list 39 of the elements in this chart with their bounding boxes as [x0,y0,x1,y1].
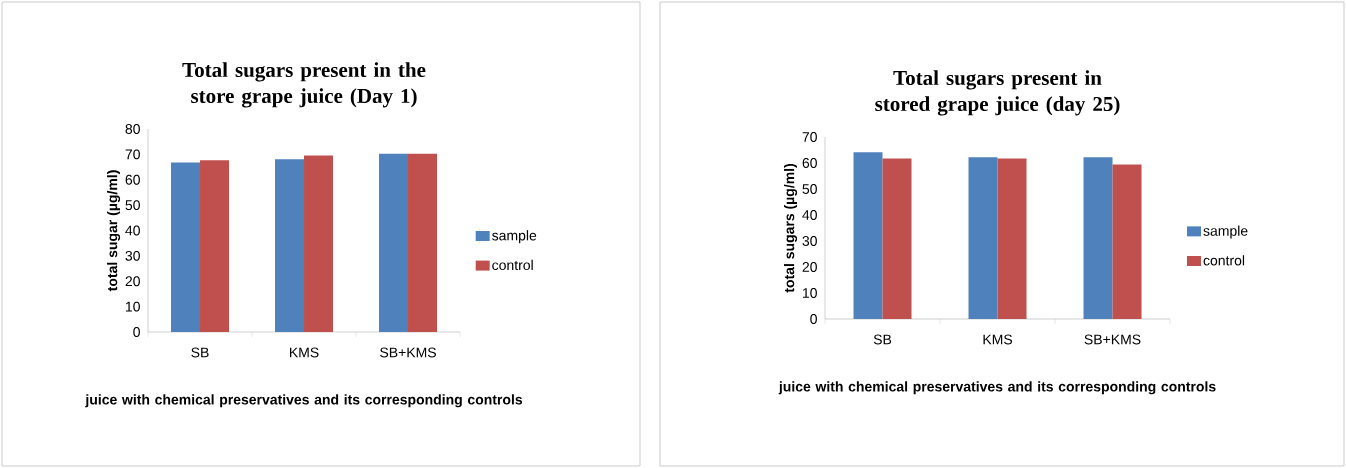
legend-label: sample [1203,225,1248,239]
y-tick-label: 20 [802,262,817,272]
y-tick-label: 60 [802,158,817,168]
y-tick-label: 10 [802,288,817,298]
y-tick-label: 0 [810,314,817,324]
y-tick-label: 70 [802,132,817,142]
y-tick-label: 60 [125,174,140,185]
bar [968,157,998,319]
y-tick-label: 70 [125,149,140,160]
y-tick-label: 50 [125,200,140,211]
bar [1083,157,1113,319]
y-tick-label: 40 [802,210,817,220]
x-tick-label: KMS [983,334,1013,345]
chart-title: Total sugars present in stored grape juice (day 25) [875,70,1120,116]
x-axis-title: juice with chemical preservatives and its corresponding controls [85,394,523,408]
x-axis-title: juice with chemical preservatives and its corresponding controls [778,381,1216,395]
x-tick-label: KMS [290,347,319,358]
y-axis-title: total sugars (µg/ml) [783,163,798,293]
legend-label: control [1203,255,1245,266]
y-tick-label: 30 [802,236,817,246]
bar [853,152,883,319]
chart-title: Total sugars present in the store grape juice (Day 1) [182,62,426,108]
y-tick-label: 0 [133,327,140,337]
x-tick-label: SB+KMS [380,347,436,358]
bar [997,158,1027,319]
y-tick-label: 80 [125,124,140,134]
legend-label: sample [492,230,537,244]
bar [882,158,912,319]
x-tick-label: SB [873,334,892,345]
y-tick-label: 10 [125,301,140,312]
bar [1112,164,1142,319]
y-tick-label: 50 [802,184,817,194]
y-tick-label: 30 [125,250,140,261]
x-tick-label: SB [191,347,209,358]
legend-label: control [492,259,533,271]
x-tick-label: SB+KMS [1084,334,1141,345]
y-tick-label: 40 [125,225,140,236]
y-tick-label: 20 [125,276,140,287]
y-axis-title: total sugar (µg/ml) [106,170,121,292]
